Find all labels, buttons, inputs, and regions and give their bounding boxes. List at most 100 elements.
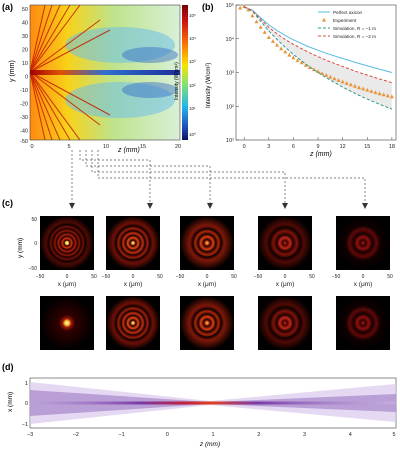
a-ytick: -20	[20, 102, 28, 108]
b-xtick: 18	[389, 144, 395, 150]
b-experiment-point	[336, 78, 341, 82]
c-ytick: 50	[31, 217, 37, 223]
c-xtick: 50	[91, 274, 97, 280]
arrow-down-icon	[207, 203, 213, 209]
d-xlabel: z (mm)	[199, 441, 220, 448]
b-legend-label: Experiment	[333, 18, 357, 23]
panel-c: (c) 50 0 −50 y (mm) −50 0 50 −50 0 50 −5…	[2, 198, 393, 350]
b-experiment-point	[250, 13, 255, 18]
a-colorbar	[182, 5, 188, 140]
a-ytick: 30	[22, 34, 28, 40]
b-experiment-point	[373, 90, 378, 95]
a-ytick: 20	[22, 48, 28, 54]
b-legend-label: Perfect axicon	[333, 10, 363, 15]
a-cbar-tick: 10¹	[189, 106, 196, 111]
d-xtick: 3	[303, 432, 306, 438]
panel-a-intensity-map	[30, 5, 180, 140]
c-exp-image-1	[40, 296, 94, 350]
panel-b-chart: (b) 10⁵ 10⁴ 10³ 10² 10¹ 0 3 6 9 12 15 18 Intensity…	[202, 2, 397, 158]
c-xtick: 50	[309, 274, 315, 280]
c-xtick: 0	[206, 274, 209, 280]
b-xlabel: z (mm)	[309, 151, 332, 158]
d-ytick: 0	[25, 401, 28, 407]
b-ytick: 10¹	[226, 138, 234, 144]
arrow-down-icon	[69, 203, 75, 209]
arrow-down-icon	[147, 203, 153, 209]
b-legend-swatch	[322, 17, 326, 22]
a-xlabel: z (mm)	[117, 147, 140, 154]
a-cbar-label: Intensity (W/cm²)	[174, 62, 180, 100]
a-cbar-tick: 10³	[189, 59, 196, 64]
d-ylabel: x (mm)	[7, 392, 14, 412]
d-xtick: −2	[73, 432, 79, 438]
b-ytick: 10³	[226, 71, 234, 77]
b-xtick: 6	[292, 144, 295, 150]
c-xtick: 0	[284, 274, 287, 280]
a-cbar-tick: 10⁵	[189, 13, 196, 18]
a-ytick: 40	[22, 21, 28, 27]
b-experiment-point	[283, 49, 288, 54]
c-xlabel: x (μm)	[58, 281, 77, 288]
d-xtick: 4	[349, 432, 352, 438]
a-cbar-tick: 10⁰	[189, 132, 196, 137]
b-experiment-point	[299, 60, 304, 65]
b-experiment-point	[275, 42, 280, 47]
a-xtick: 20	[175, 144, 181, 150]
panel-d-label: (d)	[2, 362, 14, 372]
panel-a: (a) 50 40 30 20 10 0 -10 -20 -30 -40 -50…	[2, 2, 196, 154]
b-plot-frame	[235, 4, 397, 141]
d-ytick: −1	[22, 422, 28, 428]
b-ylabel: Intensity (W/cm²)	[206, 63, 212, 108]
c-sim-image-1	[40, 216, 94, 270]
b-experiment-point	[258, 24, 263, 29]
c-xtick: 50	[231, 274, 237, 280]
b-simulation-band	[244, 6, 392, 110]
c-exp-image-2	[106, 296, 160, 350]
b-series-line-3	[243, 6, 393, 84]
a-ytick: 50	[22, 7, 28, 13]
a-xtick: 15	[140, 144, 146, 150]
c-sim-image-4	[258, 216, 312, 270]
a-ylabel: y (mm)	[9, 60, 16, 82]
b-experiment-point	[385, 93, 390, 98]
c-xlabel: x (μm)	[124, 281, 143, 288]
b-experiment-point	[348, 82, 353, 87]
b-experiment-point	[381, 92, 386, 97]
b-experiment-point	[266, 35, 271, 39]
b-xtick: 15	[364, 144, 370, 150]
b-experiment-point	[332, 76, 337, 81]
d-xtick: −1	[118, 432, 124, 438]
b-ytick: 10²	[226, 104, 234, 110]
c-exp-image-3	[180, 296, 234, 350]
c-xlabel: x (μm)	[276, 281, 295, 288]
panel-a-label: (a)	[2, 2, 13, 12]
a-ytick: 10	[22, 61, 28, 67]
c-sim-image-5	[336, 216, 390, 270]
d-beam-core	[30, 401, 396, 405]
b-experiment-point	[365, 87, 370, 92]
c-xtick: −50	[36, 274, 45, 280]
b-ytick: 10⁴	[226, 36, 235, 43]
c-ylabel: y (mm)	[17, 238, 24, 258]
b-experiment-point	[303, 62, 308, 67]
b-experiment-point	[295, 58, 300, 62]
b-experiment-point	[287, 52, 292, 57]
b-experiment-point	[361, 86, 366, 91]
c-sim-image-2	[106, 216, 160, 270]
b-experiment-point	[344, 81, 349, 85]
b-experiment-point	[357, 85, 362, 90]
c-exp-image-5	[336, 296, 390, 350]
panel-c-label: (c)	[2, 198, 13, 208]
b-experiment-point	[246, 7, 251, 12]
b-experiment-point	[279, 46, 284, 51]
d-xtick: 1	[211, 432, 214, 438]
b-experiment-point	[389, 94, 394, 99]
c-xtick: 0	[66, 274, 69, 280]
panel-b-label: (b)	[202, 2, 214, 12]
b-experiment-point	[328, 74, 333, 79]
c-ytick: −50	[29, 266, 38, 272]
panel-d: (d) 1 0 −1 x (mm) −3 −2 −1 0 1 2 3 4 5 z…	[2, 362, 397, 448]
c-xtick: −50	[176, 274, 185, 280]
a-xtick: 5	[67, 144, 70, 150]
b-experiment-point	[316, 69, 321, 74]
